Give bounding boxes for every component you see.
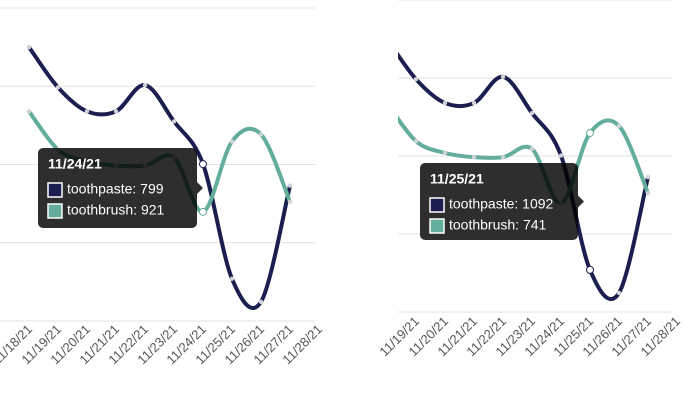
chart: 11/18/2111/19/2111/20/2111/21/2111/22/21… — [0, 7, 325, 367]
tooltip-box — [38, 148, 197, 228]
data-point — [84, 109, 90, 114]
data-point — [529, 110, 535, 116]
data-point — [171, 119, 177, 124]
data-point — [287, 199, 293, 204]
data-point — [385, 37, 389, 41]
data-point — [26, 44, 32, 50]
data-point — [471, 154, 477, 160]
tooltip-title: 11/24/21 — [48, 156, 102, 172]
chart: 11/19/2111/20/2111/21/2111/22/2111/23/21… — [376, 0, 683, 359]
data-point — [645, 190, 651, 196]
data-point — [385, 101, 389, 105]
series-line — [398, 51, 650, 302]
data-point — [442, 150, 448, 156]
data-point — [529, 146, 535, 152]
data-point — [258, 299, 264, 305]
data-point — [471, 100, 477, 106]
data-point — [500, 74, 506, 80]
data-point — [229, 276, 235, 281]
data-point — [616, 290, 622, 296]
tooltip-swatch — [429, 218, 445, 234]
tooltip-line: toothpaste: 1092 — [449, 196, 554, 212]
plot-area — [385, 37, 651, 302]
data-point — [586, 265, 594, 274]
data-point — [258, 132, 264, 137]
tooltip-caret — [578, 195, 584, 208]
data-point — [616, 123, 622, 129]
data-point — [442, 100, 448, 106]
data-point — [229, 139, 235, 144]
data-point — [199, 207, 207, 216]
tooltip: 11/24/21 toothpaste: 799 toothbrush: 921 — [38, 148, 203, 228]
data-point — [287, 183, 293, 188]
data-point — [55, 85, 61, 90]
data-point — [586, 128, 594, 137]
data-point — [199, 160, 207, 169]
data-point — [26, 109, 32, 114]
data-point — [558, 153, 564, 158]
series-line — [398, 115, 650, 206]
data-point — [113, 109, 119, 114]
data-point — [413, 76, 419, 82]
tooltip-box — [420, 163, 578, 240]
tooltip-swatch — [429, 197, 445, 213]
tooltip-line: toothbrush: 921 — [67, 202, 165, 218]
tooltip-title: 11/25/21 — [430, 171, 484, 187]
tooltip: 11/25/21 toothpaste: 1092 toothbrush: 741 — [420, 163, 584, 240]
data-point — [645, 174, 651, 180]
data-point — [500, 154, 506, 160]
tooltip-caret — [197, 182, 203, 194]
tooltip-line: toothpaste: 799 — [67, 181, 164, 197]
tooltip-line: toothbrush: 741 — [449, 217, 547, 233]
data-point — [413, 138, 419, 144]
tooltip-swatch — [47, 203, 63, 219]
tooltip-swatch — [47, 182, 63, 198]
data-point — [142, 82, 148, 88]
series-line — [27, 45, 292, 310]
